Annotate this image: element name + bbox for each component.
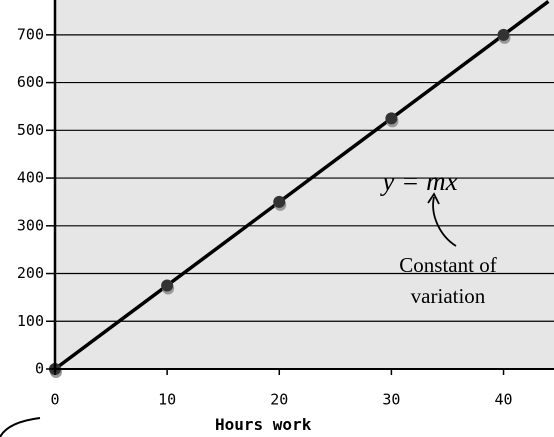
x-axis-label: Hours work [215, 415, 312, 434]
x-tick-label: 10 [158, 391, 176, 409]
y-tick-label: 700 [17, 25, 44, 43]
y-tick-label: 100 [17, 312, 44, 330]
equation: y = mx [379, 166, 457, 196]
annotation: Constant of [399, 253, 496, 277]
x-tick-label: 0 [50, 391, 59, 409]
annotation: variation [411, 284, 486, 308]
y-tick-label: 400 [17, 169, 44, 187]
decoration [0, 417, 41, 437]
y-tick-label: 0 [35, 360, 44, 378]
arrow-head [427, 192, 440, 205]
point [161, 279, 174, 292]
arrow [432, 196, 457, 247]
y-tick-label: 300 [17, 216, 44, 234]
y-tick-label: 600 [17, 73, 44, 91]
y-tick-label: 500 [17, 121, 44, 139]
point [385, 112, 398, 125]
fit-line [53, 0, 550, 371]
y-tick-label: 200 [17, 264, 44, 282]
x-tick-label: 20 [270, 391, 288, 409]
point [497, 28, 510, 41]
point [273, 195, 286, 208]
x-tick-label: 30 [382, 391, 400, 409]
x-tick-label: 40 [495, 391, 513, 409]
